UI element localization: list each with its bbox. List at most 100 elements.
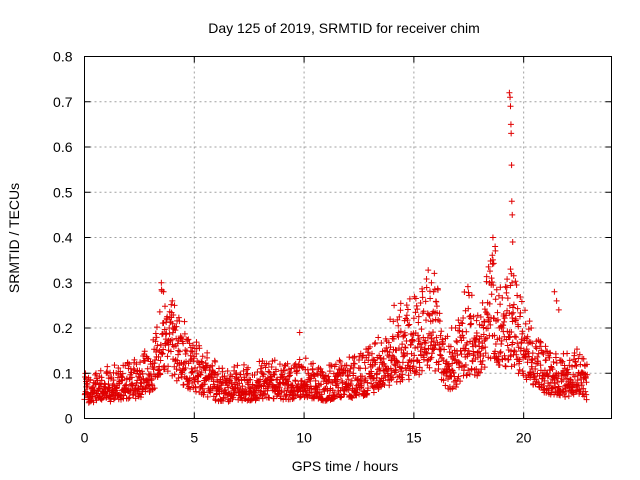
data-point — [512, 278, 519, 285]
data-point — [138, 391, 145, 398]
data-point — [483, 278, 490, 285]
data-point — [502, 355, 509, 362]
data-point — [298, 363, 305, 370]
y-tick-labels: 0 0.1 0.2 0.3 0.4 0.5 0.6 0.7 0.8 — [53, 49, 73, 427]
data-point — [372, 339, 379, 346]
data-point — [532, 343, 539, 350]
data-point — [433, 298, 440, 305]
data-point — [465, 347, 472, 354]
data-point — [334, 376, 341, 383]
data-point — [436, 318, 443, 325]
data-point — [508, 363, 515, 370]
data-point — [387, 365, 394, 372]
data-point — [440, 357, 447, 364]
data-point — [186, 375, 193, 382]
data-point — [368, 380, 375, 387]
data-point — [270, 395, 277, 402]
data-point — [529, 356, 536, 363]
data-point — [171, 302, 178, 309]
data-point — [87, 398, 94, 405]
data-point — [397, 300, 404, 307]
x-axis-title: GPS time / hours — [292, 458, 399, 474]
data-point — [404, 317, 411, 324]
data-point — [175, 314, 182, 321]
data-point — [508, 198, 515, 205]
data-point — [510, 301, 517, 308]
data-point — [484, 311, 491, 318]
data-point — [479, 357, 486, 364]
data-point — [362, 365, 369, 372]
data-point — [473, 317, 480, 324]
data-point — [433, 303, 440, 310]
data-point — [537, 362, 544, 369]
x-tick-label: 20 — [516, 430, 532, 446]
data-point — [358, 383, 365, 390]
data-point — [370, 389, 377, 396]
data-point — [245, 364, 252, 371]
data-point — [197, 371, 204, 378]
data-point — [410, 363, 417, 370]
data-point — [237, 371, 244, 378]
data-point — [361, 359, 368, 366]
data-point — [152, 338, 159, 345]
data-point — [528, 325, 535, 332]
data-point — [406, 321, 413, 328]
data-point — [583, 361, 590, 368]
data-point — [409, 337, 416, 344]
data-point — [492, 340, 499, 347]
data-point — [440, 377, 447, 384]
data-point — [276, 361, 283, 368]
data-point — [548, 364, 555, 371]
data-point — [508, 130, 515, 137]
data-point — [227, 378, 234, 385]
data-point — [224, 367, 231, 374]
data-point — [240, 361, 247, 368]
data-point — [508, 328, 515, 335]
data-point — [577, 361, 584, 368]
data-point — [574, 377, 581, 384]
data-point — [392, 362, 399, 369]
data-point — [268, 377, 275, 384]
data-point — [503, 312, 510, 319]
data-point — [436, 310, 443, 317]
data-point — [507, 94, 514, 101]
data-point — [480, 324, 487, 331]
data-point — [302, 355, 309, 362]
data-point — [198, 369, 205, 376]
data-point — [441, 346, 448, 353]
data-point — [422, 298, 429, 305]
data-point — [472, 336, 479, 343]
data-point — [489, 252, 496, 259]
data-point — [428, 332, 435, 339]
data-point — [426, 288, 433, 295]
data-point — [562, 393, 569, 400]
data-point — [431, 270, 438, 277]
data-point — [119, 377, 126, 384]
data-point — [359, 352, 366, 359]
data-point — [377, 354, 384, 361]
data-point — [398, 368, 405, 375]
data-point — [412, 309, 419, 316]
data-point — [162, 303, 169, 310]
data-point — [169, 297, 176, 304]
data-point — [110, 377, 117, 384]
data-point — [428, 279, 435, 286]
data-point — [228, 380, 235, 387]
data-point — [84, 383, 91, 390]
data-point — [326, 368, 333, 375]
data-point — [119, 370, 126, 377]
data-point — [495, 292, 502, 299]
data-point — [351, 360, 358, 367]
data-point — [399, 359, 406, 366]
y-tick-label: 0.1 — [53, 365, 73, 381]
data-point — [181, 330, 188, 337]
data-point — [425, 267, 432, 274]
data-point — [527, 339, 534, 346]
data-point — [177, 334, 184, 341]
data-point — [565, 393, 572, 400]
data-point — [432, 367, 439, 374]
data-point — [498, 324, 505, 331]
data-point — [423, 349, 430, 356]
data-point — [402, 344, 409, 351]
data-point — [496, 349, 503, 356]
